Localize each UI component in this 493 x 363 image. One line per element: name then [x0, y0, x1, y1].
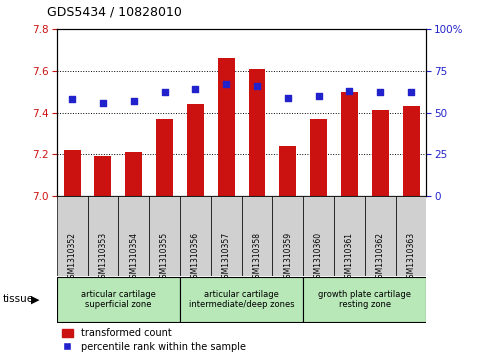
- Point: [68, 96, 76, 102]
- Text: articular cartilage
superficial zone: articular cartilage superficial zone: [81, 290, 156, 309]
- Legend: transformed count, percentile rank within the sample: transformed count, percentile rank withi…: [62, 328, 246, 352]
- Point: [130, 98, 138, 104]
- Bar: [372, 110, 388, 196]
- Bar: [310, 119, 327, 196]
- Bar: [156, 119, 173, 196]
- Text: GSM1310357: GSM1310357: [222, 232, 231, 283]
- Text: GSM1310354: GSM1310354: [129, 232, 138, 283]
- Bar: [341, 92, 358, 196]
- Text: GSM1310362: GSM1310362: [376, 232, 385, 283]
- Bar: [180, 196, 211, 276]
- Bar: [64, 150, 80, 196]
- Point: [407, 90, 415, 95]
- Text: GSM1310358: GSM1310358: [252, 232, 261, 283]
- Point: [161, 90, 169, 95]
- Text: GSM1310352: GSM1310352: [68, 232, 76, 283]
- Bar: [180, 277, 303, 322]
- Point: [376, 90, 384, 95]
- Text: ▶: ▶: [31, 294, 39, 305]
- Bar: [218, 58, 235, 196]
- Text: GSM1310359: GSM1310359: [283, 232, 292, 283]
- Bar: [211, 196, 242, 276]
- Text: GSM1310353: GSM1310353: [99, 232, 107, 283]
- Bar: [248, 69, 265, 196]
- Bar: [95, 156, 111, 196]
- Bar: [334, 196, 365, 276]
- Bar: [57, 196, 88, 276]
- Bar: [280, 146, 296, 196]
- Point: [191, 86, 199, 92]
- Bar: [303, 277, 426, 322]
- Bar: [118, 196, 149, 276]
- Text: GSM1310356: GSM1310356: [191, 232, 200, 283]
- Text: growth plate cartilage
resting zone: growth plate cartilage resting zone: [318, 290, 411, 309]
- Point: [346, 88, 353, 94]
- Text: GSM1310355: GSM1310355: [160, 232, 169, 283]
- Bar: [303, 196, 334, 276]
- Bar: [57, 277, 180, 322]
- Bar: [125, 152, 142, 196]
- Point: [222, 81, 230, 87]
- Point: [99, 99, 107, 105]
- Bar: [88, 196, 118, 276]
- Text: GDS5434 / 10828010: GDS5434 / 10828010: [47, 5, 182, 19]
- Bar: [187, 104, 204, 196]
- Bar: [403, 106, 420, 196]
- Bar: [365, 196, 395, 276]
- Text: GSM1310363: GSM1310363: [407, 232, 416, 283]
- Bar: [272, 196, 303, 276]
- Point: [315, 93, 322, 99]
- Bar: [242, 196, 272, 276]
- Bar: [395, 196, 426, 276]
- Text: tissue: tissue: [2, 294, 34, 305]
- Bar: [149, 196, 180, 276]
- Text: GSM1310361: GSM1310361: [345, 232, 354, 283]
- Point: [284, 95, 292, 101]
- Text: articular cartilage
intermediate/deep zones: articular cartilage intermediate/deep zo…: [189, 290, 294, 309]
- Text: GSM1310360: GSM1310360: [314, 232, 323, 283]
- Point: [253, 83, 261, 89]
